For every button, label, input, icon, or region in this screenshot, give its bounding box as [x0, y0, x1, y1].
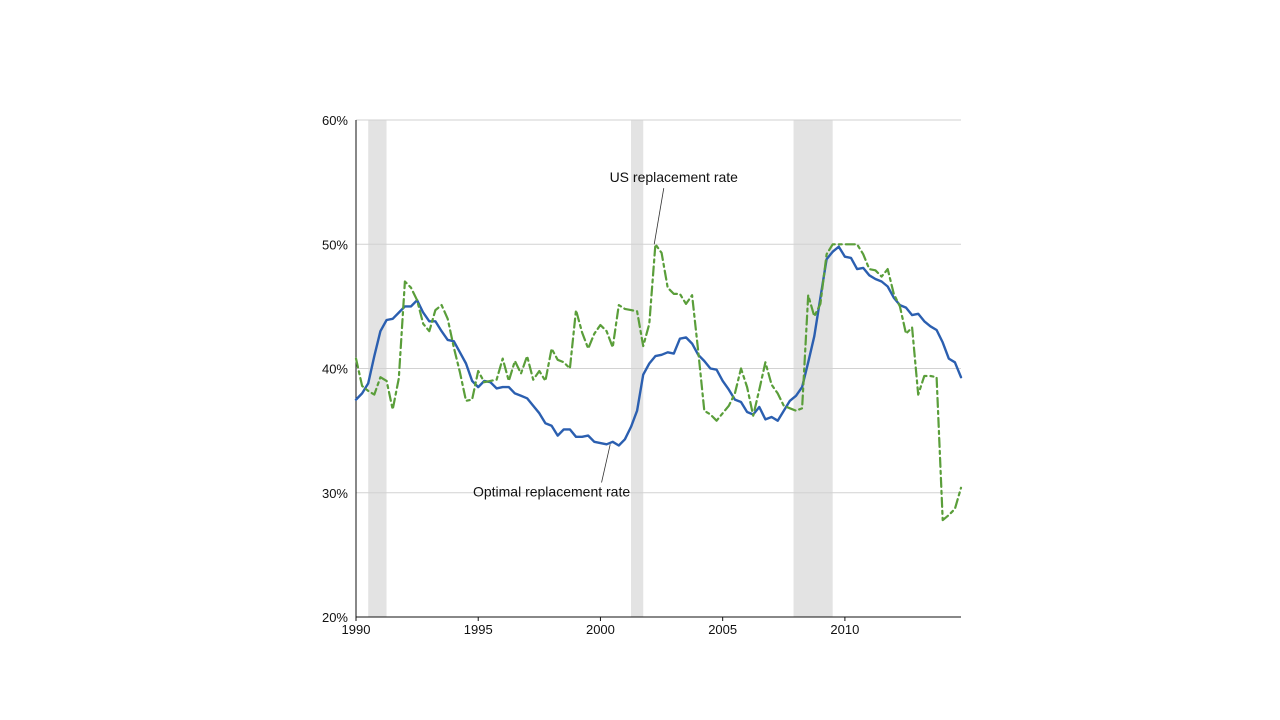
y-tick-label: 30% — [322, 486, 348, 501]
annotation-leader-line-1 — [601, 444, 611, 483]
axes — [355, 120, 961, 621]
x-tick-label: 1990 — [342, 622, 371, 637]
x-tick-label: 2000 — [586, 622, 615, 637]
us-replacement-rate-line — [354, 243, 963, 522]
optimal-replacement-rate-line — [354, 245, 963, 447]
series-lines — [354, 243, 963, 522]
tick-labels: 20% 30% 40% 50% 60% 1990 1995 2000 2005 2010 — [322, 113, 859, 637]
y-tick-label: 50% — [322, 237, 348, 252]
x-tick-label: 1995 — [464, 622, 493, 637]
y-tick-label: 60% — [322, 113, 348, 128]
annotation-label: Optimal replacement rate — [473, 483, 630, 499]
x-tick-label: 2010 — [830, 622, 859, 637]
y-tick-label: 40% — [322, 362, 348, 377]
x-tick-label: 2005 — [708, 622, 737, 637]
annotation-label: US replacement rate — [610, 169, 739, 185]
annotation-leader-line-0 — [653, 188, 665, 245]
gridlines — [356, 119, 961, 494]
y-tick-label: 20% — [322, 610, 348, 625]
annotations: US replacement rate Optimal replacement r… — [473, 169, 738, 499]
